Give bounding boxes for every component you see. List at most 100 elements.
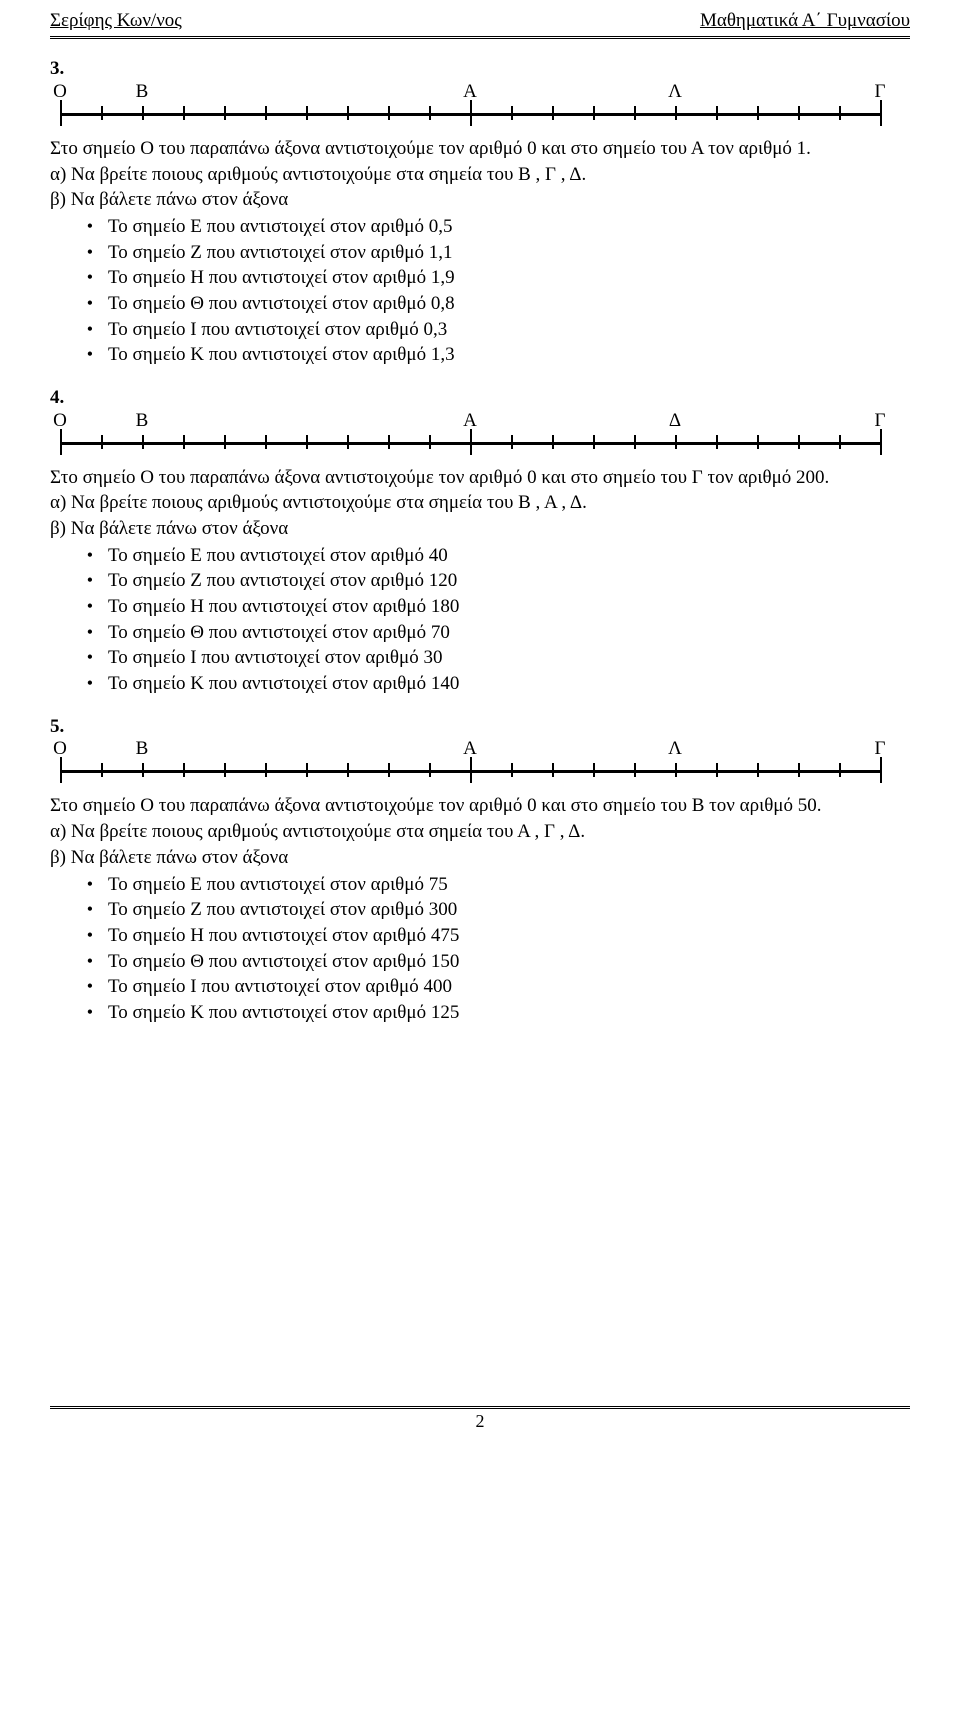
axis-tick: [839, 763, 841, 777]
axis-tick: [716, 435, 718, 449]
axis-tick: [347, 435, 349, 449]
axis-tick: [265, 763, 267, 777]
list-item: Το σημείο Κ που αντιστοιχεί στον αριθμό …: [102, 671, 910, 697]
axis-label: Α: [463, 81, 477, 103]
axis-tick: [183, 106, 185, 120]
q4-axis: ΟΒΑΔΓ: [50, 414, 910, 460]
list-item: Το σημείο Ζ που αντιστοιχεί στον αριθμό …: [102, 568, 910, 594]
axis-tick: [60, 757, 62, 783]
axis-tick: [388, 763, 390, 777]
axis-tick: [470, 757, 472, 783]
axis-tick: [880, 100, 882, 126]
axis-tick: [511, 435, 513, 449]
axis-tick: [347, 763, 349, 777]
axis-label: Ο: [53, 81, 67, 103]
axis-label: Β: [136, 738, 149, 760]
page: Σερίφης Κων/νος Μαθηματικά Α΄ Γυμνασίου …: [0, 0, 960, 1472]
axis-label: Α: [463, 410, 477, 432]
list-item: Το σημείο Η που αντιστοιχεί στον αριθμό …: [102, 265, 910, 291]
page-footer: 2: [50, 1406, 910, 1432]
q3-bullets: Το σημείο Ε που αντιστοιχεί στον αριθμό …: [50, 214, 910, 368]
list-item: Το σημείο Ε που αντιστοιχεί στον αριθμό …: [102, 872, 910, 898]
axis-label: Β: [136, 81, 149, 103]
axis-tick: [306, 435, 308, 449]
axis-tick: [716, 106, 718, 120]
axis-tick: [183, 763, 185, 777]
axis-tick: [552, 763, 554, 777]
list-item: Το σημείο Θ που αντιστοιχεί στον αριθμό …: [102, 291, 910, 317]
axis-tick: [101, 763, 103, 777]
q3-intro: Στο σημείο Ο του παραπάνω άξονα αντιστοι…: [50, 137, 910, 161]
axis-tick: [634, 106, 636, 120]
axis-tick: [142, 763, 144, 777]
header-right: Μαθηματικά Α΄ Γυμνασίου: [700, 10, 910, 32]
axis-tick: [798, 106, 800, 120]
axis-tick: [839, 106, 841, 120]
axis-tick: [675, 106, 677, 120]
q5-alpha: α) Να βρείτε ποιους αριθμούς αντιστοιχού…: [50, 820, 910, 844]
axis-tick: [880, 757, 882, 783]
axis-label: Β: [136, 410, 149, 432]
list-item: Το σημείο Ζ που αντιστοιχεί στον αριθμό …: [102, 240, 910, 266]
q4-beta: β) Να βάλετε πάνω στον άξονα: [50, 517, 910, 541]
axis-tick: [593, 435, 595, 449]
axis-tick: [224, 763, 226, 777]
q3-axis: ΟΒΑΛΓ: [50, 85, 910, 131]
axis-tick: [470, 100, 472, 126]
axis-tick: [634, 435, 636, 449]
axis-tick: [634, 763, 636, 777]
q5-axis: ΟΒΑΛΓ: [50, 742, 910, 788]
list-item: Το σημείο Ε που αντιστοιχεί στον αριθμό …: [102, 543, 910, 569]
axis-tick: [183, 435, 185, 449]
axis-tick: [593, 106, 595, 120]
list-item: Το σημείο Ζ που αντιστοιχεί στον αριθμό …: [102, 897, 910, 923]
axis-tick: [265, 106, 267, 120]
axis-label: Ο: [53, 410, 67, 432]
axis-tick: [552, 435, 554, 449]
q5-number: 5.: [50, 715, 910, 739]
axis-tick: [142, 435, 144, 449]
axis-tick: [470, 429, 472, 455]
axis-tick: [675, 763, 677, 777]
axis-tick: [757, 763, 759, 777]
axis-tick: [798, 763, 800, 777]
q4-alpha: α) Να βρείτε ποιους αριθμούς αντιστοιχού…: [50, 491, 910, 515]
axis-tick: [101, 106, 103, 120]
axis-label: Α: [463, 738, 477, 760]
axis-tick: [429, 763, 431, 777]
list-item: Το σημείο Η που αντιστοιχεί στον αριθμό …: [102, 923, 910, 949]
header-rule: [50, 36, 910, 39]
q4-intro: Στο σημείο Ο του παραπάνω άξονα αντιστοι…: [50, 466, 910, 490]
q5-beta: β) Να βάλετε πάνω στον άξονα: [50, 846, 910, 870]
axis-label: Λ: [668, 81, 682, 103]
axis-tick: [511, 763, 513, 777]
axis-tick: [675, 435, 677, 449]
q5-intro: Στο σημείο Ο του παραπάνω άξονα αντιστοι…: [50, 794, 910, 818]
axis-tick: [306, 106, 308, 120]
axis-tick: [429, 106, 431, 120]
q3-alpha: α) Να βρείτε ποιους αριθμούς αντιστοιχού…: [50, 163, 910, 187]
axis-label: Γ: [875, 410, 886, 432]
axis-tick: [511, 106, 513, 120]
axis-label: Ο: [53, 738, 67, 760]
axis-tick: [757, 106, 759, 120]
list-item: Το σημείο Ε που αντιστοιχεί στον αριθμό …: [102, 214, 910, 240]
axis-label: Γ: [875, 738, 886, 760]
q5-bullets: Το σημείο Ε που αντιστοιχεί στον αριθμό …: [50, 872, 910, 1026]
axis-tick: [265, 435, 267, 449]
page-header: Σερίφης Κων/νος Μαθηματικά Α΄ Γυμνασίου: [50, 10, 910, 32]
axis-label: Λ: [668, 738, 682, 760]
axis-tick: [429, 435, 431, 449]
axis-tick: [388, 435, 390, 449]
q4-number: 4.: [50, 386, 910, 410]
list-item: Το σημείο Η που αντιστοιχεί στον αριθμό …: [102, 594, 910, 620]
list-item: Το σημείο Κ που αντιστοιχεί στον αριθμό …: [102, 342, 910, 368]
axis-label: Γ: [875, 81, 886, 103]
footer-rule: [50, 1406, 910, 1409]
q4-bullets: Το σημείο Ε που αντιστοιχεί στον αριθμό …: [50, 543, 910, 697]
axis-tick: [880, 429, 882, 455]
axis-tick: [757, 435, 759, 449]
list-item: Το σημείο Θ που αντιστοιχεί στον αριθμό …: [102, 949, 910, 975]
axis-tick: [224, 435, 226, 449]
list-item: Το σημείο Ι που αντιστοιχεί στον αριθμό …: [102, 974, 910, 1000]
